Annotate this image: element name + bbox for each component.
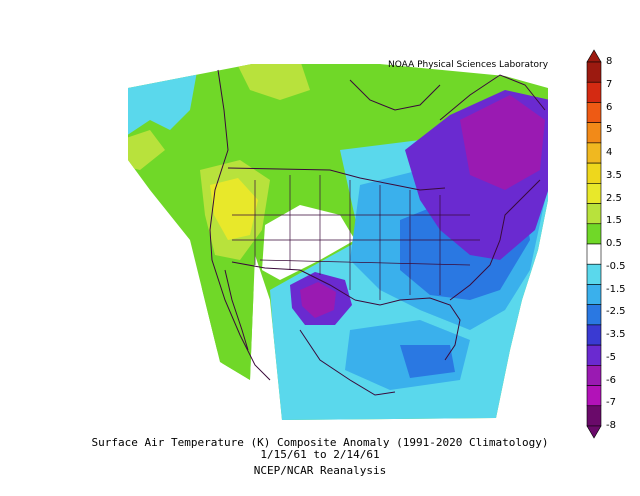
colorbar-swatch xyxy=(586,183,602,204)
colorbar-swatch xyxy=(586,223,602,245)
baja-coast xyxy=(224,269,249,351)
colorbar-tick-label: -0.5 xyxy=(606,260,626,272)
colorbar-swatch xyxy=(586,61,602,83)
state-lines xyxy=(232,175,480,300)
colorbar-swatch xyxy=(586,304,602,326)
colorbar-swatch xyxy=(586,142,602,164)
colorbar xyxy=(586,49,602,439)
atlantic-coast xyxy=(449,179,541,301)
colorbar-swatch xyxy=(586,102,602,123)
colorbar-tick-label: 4 xyxy=(606,147,613,158)
colorbar-min-arrow xyxy=(586,425,602,439)
colorbar-tick-label: -1.5 xyxy=(606,283,626,295)
colorbar-tick-label: 6 xyxy=(606,101,613,113)
colorbar-tick-label: 0.5 xyxy=(606,238,622,249)
colorbar-swatch xyxy=(586,344,602,366)
colorbar-swatch xyxy=(586,81,602,103)
colorbar-tick-label: -7 xyxy=(606,397,616,409)
colorbar-swatch xyxy=(586,243,602,265)
colorbar-swatch xyxy=(586,122,602,144)
caption-title: Surface Air Temperature (K) Composite An… xyxy=(91,436,549,449)
colorbar-tick-label: -6 xyxy=(606,374,616,386)
colorbar-swatch xyxy=(586,203,602,225)
colorbar-tick-label: -2.5 xyxy=(606,306,626,318)
colorbar-tick-label: 8 xyxy=(606,56,613,67)
colorbar-tick-label: 1.5 xyxy=(606,215,622,227)
colorbar-tick-label: 7 xyxy=(606,78,613,90)
colorbar-tick-label: -5 xyxy=(606,351,616,363)
credit-text: NOAA Physical Sciences Laboratory xyxy=(388,60,549,70)
colorbar-swatch xyxy=(586,385,602,407)
east-canada-coast xyxy=(439,74,546,121)
colorbar-tick-label: 5 xyxy=(606,124,613,136)
colorbar-tick-label: -8 xyxy=(606,420,616,431)
gulf-coast xyxy=(354,297,461,361)
us-canada-border xyxy=(227,167,446,191)
colorbar-tick-label: -3.5 xyxy=(606,329,626,340)
us-mexico-border xyxy=(231,261,356,301)
colorbar-swatch xyxy=(586,263,602,285)
colorbar-swatch xyxy=(586,405,602,427)
colorbar-swatch xyxy=(586,324,602,346)
colorbar-swatch xyxy=(586,284,602,305)
caption-source: NCEP/NCAR Reanalysis xyxy=(253,464,387,477)
colorbar-max-arrow xyxy=(586,49,602,63)
colorbar-tick-label: 2.5 xyxy=(606,192,622,204)
colorbar-swatch xyxy=(586,162,602,184)
colorbar-tick-label: 3.5 xyxy=(606,169,622,181)
mexico-coast xyxy=(299,329,396,396)
boundaries xyxy=(209,69,546,396)
hudson-bay xyxy=(349,79,441,111)
colorbar-swatch xyxy=(586,365,602,386)
caption-dates: 1/15/61 to 2/14/61 xyxy=(260,448,380,461)
